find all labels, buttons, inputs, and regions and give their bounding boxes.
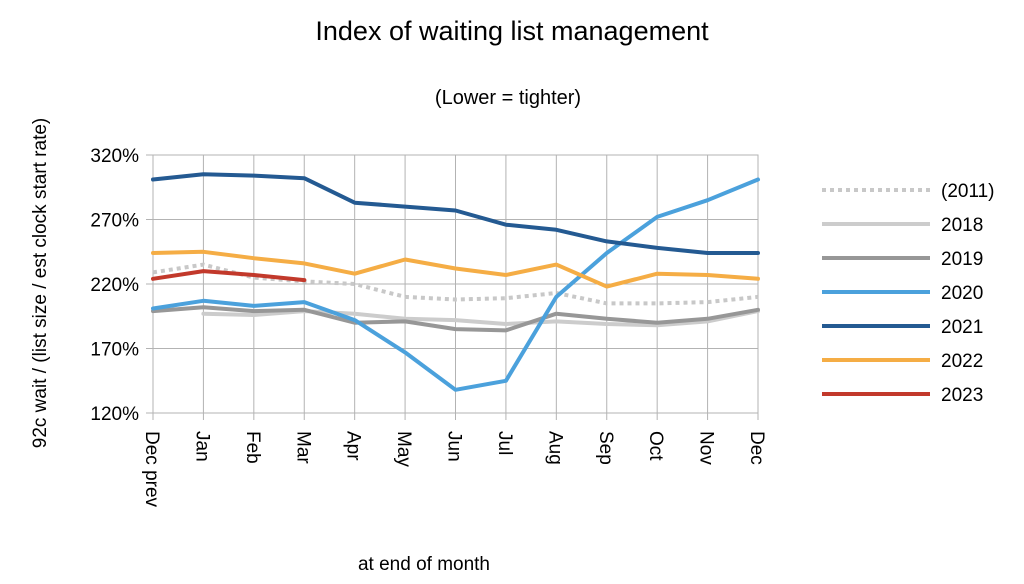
x-tick-label: May	[393, 431, 414, 467]
x-tick-label: Dec	[746, 431, 767, 465]
y-tick-label: 220%	[90, 275, 139, 296]
series-line	[151, 172, 760, 255]
x-tick-label: Dec prev	[141, 431, 162, 508]
chart-title: Index of waiting list management	[315, 16, 709, 46]
chart-subtitle: (Lower = tighter)	[435, 87, 581, 109]
legend-label: 2022	[941, 351, 983, 372]
x-tick-label: Apr	[343, 431, 364, 461]
x-tick-label: Mar	[292, 431, 313, 464]
x-tick-label: Jul	[494, 431, 515, 455]
series-line	[151, 305, 760, 333]
y-tick-label: 120%	[90, 404, 139, 425]
x-axis-label: at end of month	[358, 554, 490, 575]
y-tick-label: 320%	[90, 146, 139, 167]
x-tick-label: Feb	[242, 431, 263, 464]
y-tick-label: 170%	[90, 340, 139, 361]
series-line	[151, 269, 307, 283]
legend-label: (2011)	[941, 181, 995, 202]
y-tick-label: 270%	[90, 211, 139, 232]
legend-label: 2018	[941, 215, 983, 236]
legend-label: 2020	[941, 283, 983, 304]
legend-label: 2021	[941, 317, 983, 338]
x-tick-label: Sep	[595, 431, 616, 465]
legend-label: 2023	[941, 385, 983, 406]
plot-border	[152, 154, 759, 414]
series-line	[151, 177, 760, 392]
x-tick-label: Nov	[696, 431, 717, 465]
plot-area: 120% 170% 220% 270% 320% Dec prev Jan Feb Mar Apr…	[90, 146, 767, 508]
series-line	[151, 249, 760, 289]
series-line	[152, 262, 759, 306]
x-tick-label: Oct	[645, 431, 666, 461]
legend-label: 2019	[941, 249, 983, 270]
legend: (2011) 2018 2019 2020 2021 2022 2023	[822, 181, 995, 406]
y-axis-label: 92c wait / (list size / est clock start …	[30, 118, 51, 448]
x-tick-label: Aug	[544, 431, 565, 465]
x-tick-label: Jan	[191, 431, 212, 462]
x-tick-label: Jun	[444, 431, 465, 462]
